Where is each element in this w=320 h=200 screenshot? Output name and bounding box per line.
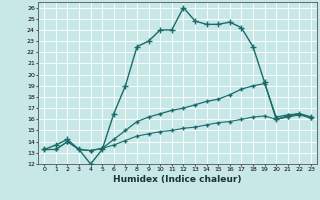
- X-axis label: Humidex (Indice chaleur): Humidex (Indice chaleur): [113, 175, 242, 184]
